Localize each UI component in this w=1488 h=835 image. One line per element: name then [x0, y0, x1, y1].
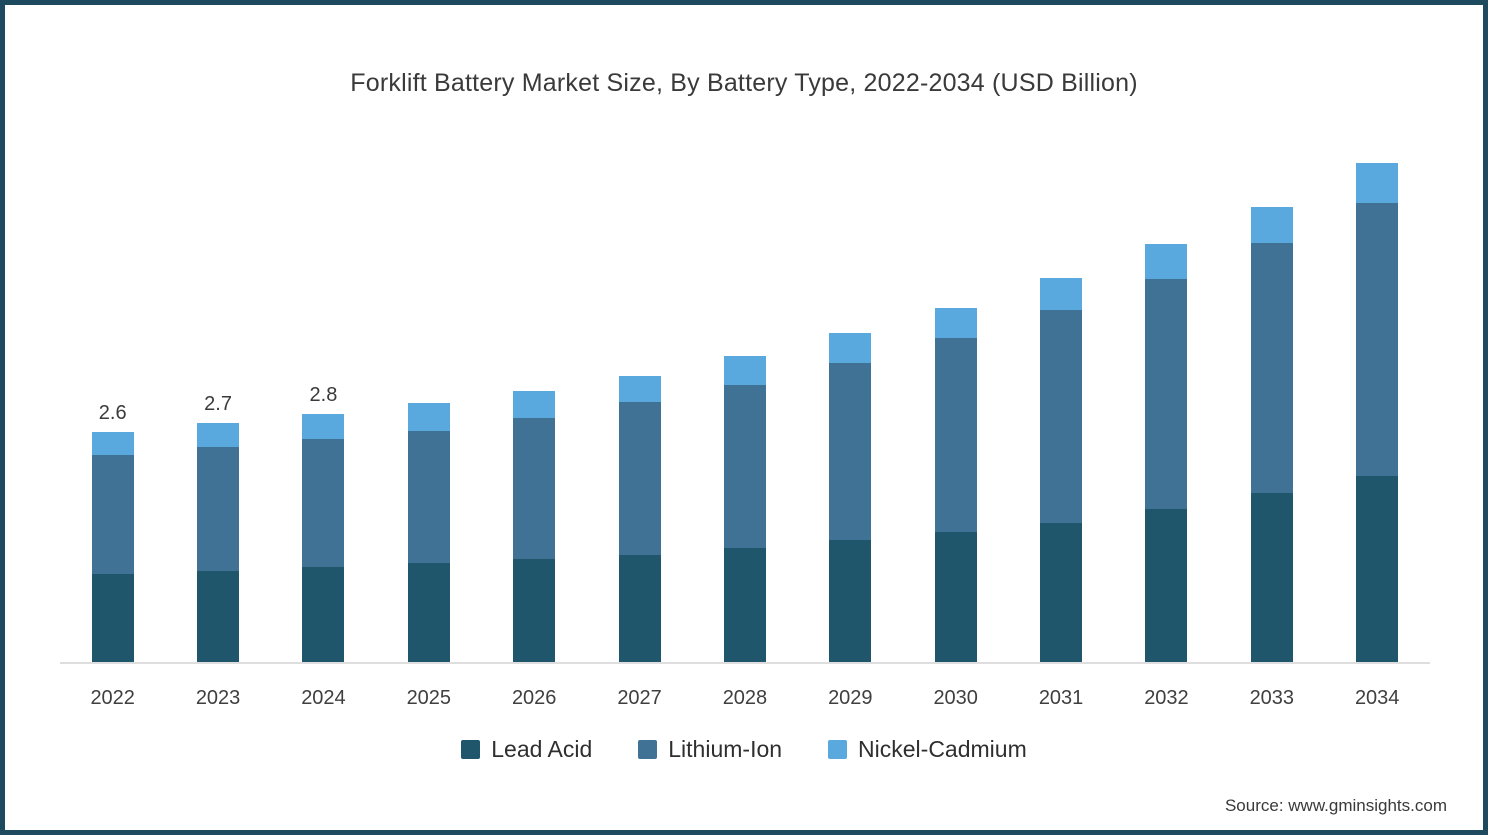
bar-segment-nickel_cadmium — [829, 333, 872, 364]
bar-segment-lead_acid — [302, 567, 345, 662]
source-note: Source: www.gminsights.com — [1224, 796, 1447, 815]
legend-swatch-icon — [461, 740, 481, 759]
bar-column — [798, 130, 903, 662]
bar-column — [692, 130, 797, 662]
bar-column: 2.8 — [271, 130, 376, 662]
stacked-bar — [618, 375, 661, 662]
bar-segment-lithium_ion — [1250, 243, 1293, 493]
bar-segment-nickel_cadmium — [407, 403, 450, 431]
bar-segment-lithium_ion — [91, 455, 134, 575]
bar-segment-nickel_cadmium — [1040, 278, 1083, 311]
legend-label: Lithium-Ion — [668, 736, 783, 762]
legend-item: Lithium-Ion — [638, 736, 782, 763]
bar-total-label: 2.7 — [204, 392, 232, 415]
bar-segment-lead_acid — [513, 559, 556, 662]
bar-segment-lead_acid — [197, 570, 240, 662]
bar-column — [376, 130, 481, 662]
stacked-bar — [1040, 278, 1083, 662]
x-axis-label: 2027 — [617, 687, 662, 709]
bar-segment-nickel_cadmium — [302, 413, 345, 439]
bar-segment-nickel_cadmium — [513, 390, 556, 419]
x-axis-labels: 2022 2023 2024 2025 2026 2027 2028 2029 2030 2031… — [60, 687, 1430, 710]
x-axis-label: 2029 — [828, 687, 873, 709]
bar-column — [482, 130, 587, 662]
bar-column: 2.6 — [60, 130, 165, 662]
bar-column — [1219, 130, 1324, 662]
bar-segment-lead_acid — [723, 547, 766, 662]
bar-segment-lead_acid — [934, 531, 977, 662]
stacked-bar — [513, 390, 556, 662]
x-axis-label: 2022 — [90, 687, 135, 709]
bar-segment-nickel_cadmium — [197, 422, 240, 447]
x-axis-label: 2024 — [301, 687, 346, 709]
bar-segment-lead_acid — [618, 554, 661, 662]
chart-title: Forklift Battery Market Size, By Battery… — [350, 69, 1138, 97]
bar-segment-nickel_cadmium — [1250, 207, 1293, 244]
stacked-bar — [829, 333, 872, 662]
legend-label: Lead Acid — [491, 736, 593, 762]
stacked-bar — [302, 413, 345, 662]
bar-segment-lithium_ion — [934, 338, 977, 532]
bar-segment-lead_acid — [1040, 522, 1083, 662]
legend-item: Lead Acid — [461, 736, 592, 763]
x-axis-label: 2023 — [195, 687, 241, 709]
bar-segment-nickel_cadmium — [1356, 162, 1399, 203]
bar-column — [1114, 130, 1219, 662]
bar-total-label: 2.8 — [309, 383, 338, 406]
bar-segment-nickel_cadmium — [91, 431, 134, 456]
bar-column — [1009, 130, 1114, 662]
plot-area: 2.6 2.7 2.8 — [60, 130, 1430, 664]
bar-column: 2.7 — [166, 130, 271, 662]
x-axis-label: 2030 — [933, 687, 978, 709]
x-axis-label: 2032 — [1144, 687, 1189, 709]
bar-segment-lithium_ion — [197, 446, 240, 571]
bar-segment-nickel_cadmium — [934, 308, 977, 339]
x-axis-label: 2026 — [511, 687, 557, 709]
bar-segment-lithium_ion — [1145, 279, 1188, 509]
bar-segment-lithium_ion — [723, 385, 766, 548]
bar-column — [1325, 130, 1430, 662]
x-axis-label: 2028 — [722, 687, 768, 709]
x-axis-label: 2033 — [1249, 687, 1295, 709]
stacked-bar — [197, 422, 240, 662]
stacked-bar — [1356, 162, 1399, 662]
bar-segment-lithium_ion — [513, 418, 556, 560]
stacked-bar — [1145, 243, 1188, 662]
legend-swatch-icon — [828, 740, 848, 759]
bar-segment-lithium_ion — [302, 438, 345, 568]
legend-label: Nickel-Cadmium — [858, 736, 1027, 762]
bar-segment-lead_acid — [1250, 492, 1293, 662]
bar-segment-lithium_ion — [1356, 202, 1399, 476]
bar-segment-nickel_cadmium — [723, 356, 766, 386]
bar-column — [903, 130, 1008, 662]
stacked-bar — [934, 308, 977, 662]
bar-segment-nickel_cadmium — [1145, 243, 1188, 280]
legend-item: Nickel-Cadmium — [828, 736, 1027, 763]
bar-segment-lithium_ion — [407, 430, 450, 563]
stacked-bar — [723, 356, 766, 662]
stacked-bar — [91, 431, 134, 662]
x-axis-label: 2034 — [1354, 687, 1400, 709]
bar-segment-lithium_ion — [618, 402, 661, 555]
legend-swatch-icon — [638, 740, 658, 759]
x-axis-label: 2025 — [406, 687, 452, 709]
bar-total-label: 2.6 — [98, 401, 127, 424]
bar-segment-lead_acid — [829, 539, 872, 662]
x-axis-label: 2031 — [1038, 687, 1084, 709]
bar-column — [587, 130, 692, 662]
bar-segment-lead_acid — [1145, 508, 1188, 662]
legend: Lead Acid Lithium-Ion Nickel-Cadmium — [5, 736, 1483, 763]
stacked-bar — [407, 403, 450, 662]
bar-segment-lithium_ion — [1040, 310, 1083, 523]
stacked-bar — [1250, 207, 1293, 662]
bar-segment-lead_acid — [407, 562, 450, 662]
bar-segment-lithium_ion — [829, 363, 872, 540]
bar-segment-lead_acid — [91, 574, 134, 662]
bar-segment-lead_acid — [1356, 475, 1399, 662]
bar-segment-nickel_cadmium — [618, 375, 661, 403]
